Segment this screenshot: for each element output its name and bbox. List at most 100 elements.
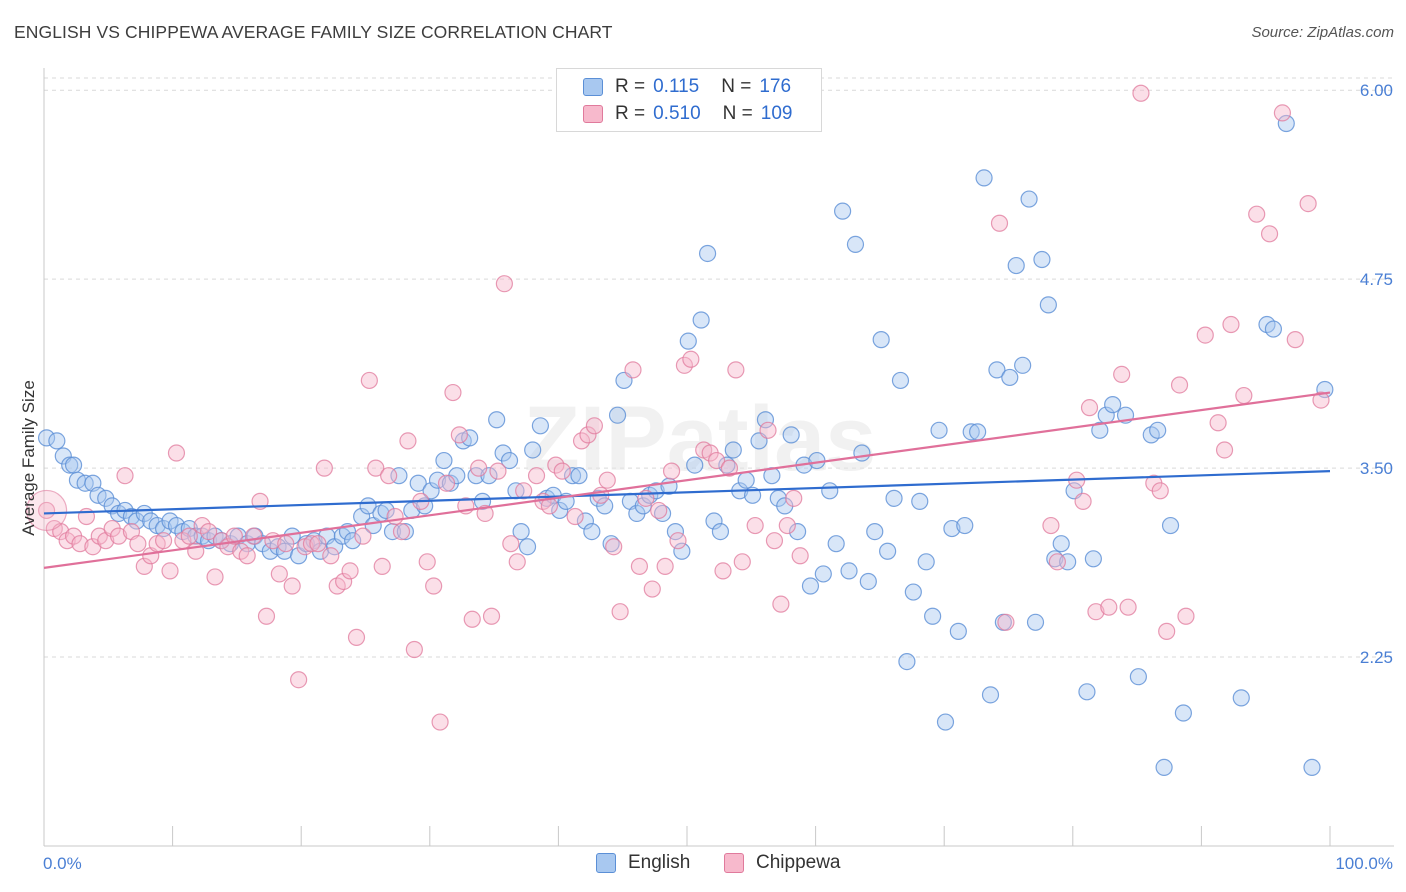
chippewa-point: [547, 456, 565, 474]
english-point: [1155, 758, 1173, 777]
english-point: [37, 429, 56, 447]
english-point: [698, 244, 717, 263]
chippewa-point: [322, 547, 340, 565]
chippewa-point: [405, 640, 423, 659]
chippewa-point: [707, 451, 726, 470]
english-point: [711, 522, 730, 541]
chippewa-point: [727, 361, 745, 379]
y-tick-label: 3.50: [1360, 459, 1393, 478]
english-point: [1174, 704, 1192, 722]
chippewa-point: [624, 361, 642, 379]
chippewa-point: [373, 557, 391, 575]
chippewa-point: [553, 462, 571, 480]
chippewa-point: [1312, 391, 1330, 409]
english-point: [904, 583, 922, 601]
english-point: [602, 535, 620, 553]
chippewa-point: [733, 553, 751, 571]
chippewa-point: [714, 562, 732, 580]
y-tick-label: 4.75: [1360, 270, 1393, 289]
chippewa-point: [1158, 622, 1176, 640]
legend-n-label: N =: [722, 103, 753, 124]
watermark: ZIPatlas: [524, 388, 877, 490]
english-point: [48, 432, 66, 450]
chippewa-point: [489, 462, 507, 480]
chippewa-point: [1299, 194, 1317, 213]
english-point: [512, 522, 530, 541]
chippewa-point: [997, 613, 1015, 631]
chippewa-point: [476, 504, 494, 523]
english-point: [1007, 256, 1025, 275]
chippewa-point: [1235, 386, 1253, 405]
chippewa-point: [360, 371, 378, 390]
english-point: [524, 441, 542, 459]
chippewa-point: [785, 489, 803, 507]
chippewa-point: [193, 516, 211, 535]
chippewa-point: [675, 356, 694, 374]
chippewa-point: [129, 535, 147, 553]
tick-labels: 2.25 3.50 4.75 6.00 0.0% 100.0%: [43, 81, 1393, 873]
chippewa-point: [309, 535, 327, 553]
english-point: [1161, 516, 1180, 535]
english-point: [814, 565, 832, 583]
legend-r-value: 0.115: [653, 76, 700, 97]
chippewa-point: [1119, 598, 1137, 616]
chippewa-point: [495, 275, 513, 293]
chippewa-point: [270, 565, 288, 583]
chippewa-point: [611, 603, 629, 621]
trend-lines: [43, 391, 1331, 569]
english-point: [853, 444, 871, 462]
english-point: [422, 482, 440, 500]
series-swatch-english: [596, 853, 616, 873]
english-point: [61, 456, 79, 474]
legend-r-value: 0.510: [653, 103, 701, 124]
chippewa-point: [25, 489, 68, 532]
x-tick-label: 0.0%: [43, 854, 82, 873]
chippewa-point: [1042, 516, 1060, 535]
chippewa-point: [277, 535, 295, 553]
chippewa-point: [154, 532, 173, 550]
english-point: [917, 553, 935, 571]
english-point: [911, 492, 929, 510]
chippewa-point: [759, 421, 777, 439]
chippewa-point: [444, 383, 462, 402]
english-point: [827, 535, 845, 553]
english-point: [187, 527, 205, 545]
english-point: [936, 713, 955, 731]
english-point: [396, 522, 414, 541]
chippewa-point: [354, 527, 372, 545]
english-point: [531, 417, 549, 435]
chippewa-point: [1113, 365, 1131, 383]
english-point: [551, 501, 569, 520]
chippewa-point: [1087, 603, 1105, 621]
y-tick-label: 6.00: [1360, 81, 1393, 100]
chippewa-point: [347, 628, 366, 647]
english-point: [981, 686, 1000, 704]
chippewa-point: [765, 532, 784, 550]
chippewa-point: [720, 459, 739, 477]
chippewa-point: [245, 527, 263, 545]
chippewa-point: [470, 459, 488, 477]
chippewa-point: [1273, 104, 1292, 122]
chippewa-point: [650, 501, 668, 520]
english-point: [756, 411, 775, 429]
chippewa-point: [1151, 482, 1169, 500]
chippewa-point: [1286, 331, 1304, 349]
english-point: [705, 512, 723, 530]
legend-n-value: 109: [760, 103, 793, 124]
english-point: [866, 522, 884, 541]
legend-r-label: R =: [615, 76, 646, 97]
chippewa-point: [1260, 225, 1279, 243]
english-point: [885, 489, 903, 507]
legend: R = 0.115 N = 176 R = 0.510 N = 109: [556, 68, 822, 132]
english-point: [1014, 356, 1032, 374]
axes: [43, 68, 1394, 847]
english-point: [1046, 550, 1064, 568]
series-legend-chippewa: Chippewa: [724, 852, 841, 874]
english-point: [64, 456, 83, 474]
english-point: [428, 471, 447, 489]
chippewa-point: [1196, 326, 1214, 344]
english-point: [988, 361, 1006, 379]
english-point: [500, 451, 519, 470]
english-point: [435, 451, 453, 470]
english-point: [1129, 668, 1147, 686]
